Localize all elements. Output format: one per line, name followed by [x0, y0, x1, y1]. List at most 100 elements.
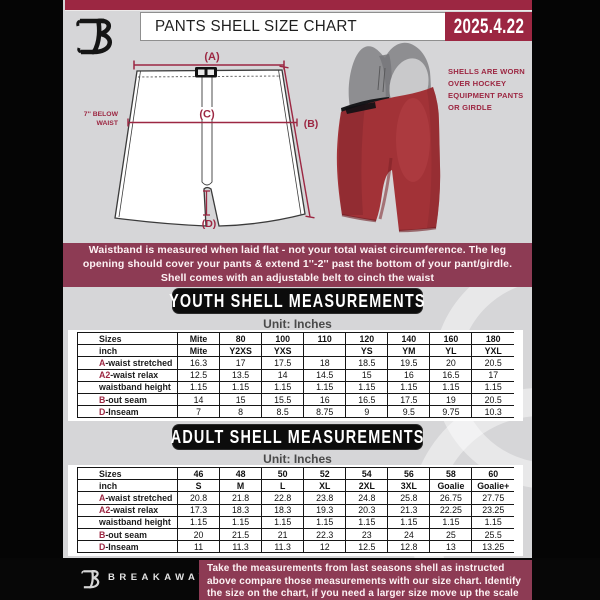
- measurement-cell: 1.15: [429, 515, 472, 529]
- row-label: A-waist stretched: [77, 356, 178, 370]
- brand-wordmark: BREAKAWAY: [108, 572, 210, 583]
- measurement-cell: 17: [471, 368, 514, 382]
- measurement-cell: 20.8: [176, 491, 220, 505]
- measurement-cell: 56: [387, 466, 430, 481]
- document-body: PANTS SHELL SIZE CHART 2025.4.22 (A): [63, 0, 532, 558]
- table-row: A2-waist relax 12.5 13.5 14 14.5 15 16 16.5 17: [77, 368, 514, 382]
- table-row: D-Inseam 7 8 8.5 8.75 9 9.5 9.75 10.3: [77, 405, 514, 419]
- measurement-cell: 1.15: [176, 515, 220, 529]
- measurement-cell: 19: [429, 392, 472, 407]
- measurement-cell: 21.8: [219, 491, 262, 505]
- measurement-cell: 8: [219, 405, 262, 419]
- measurement-cell: 8.5: [261, 405, 304, 419]
- table-row: waistband height 1.15 1.15 1.15 1.15 1.15 1.15…: [77, 515, 514, 529]
- measurement-cell: 54: [345, 466, 388, 481]
- measurement-cell: 8.75: [303, 405, 346, 419]
- page-title-box: PANTS SHELL SIZE CHART: [140, 12, 446, 41]
- measure-label-c: (C): [199, 109, 215, 121]
- footer-text: Take the measurements from last seasons …: [207, 563, 522, 599]
- measurement-cell: 1.15: [387, 515, 430, 529]
- table-row: waistband height 1.15 1.15 1.15 1.15 1.15 1.15…: [77, 380, 514, 394]
- measurement-cell: 100: [261, 331, 304, 346]
- measurement-cell: 24: [387, 527, 430, 542]
- row-label: D-Inseam: [77, 405, 178, 419]
- adult-table-panel: Sizes 46 48 50 52 54 56 58 60 inch S M L XL 2XL 3XL Goal…: [68, 465, 523, 557]
- measurement-cell: Mite: [176, 331, 220, 346]
- measurement-cell: XL: [303, 479, 346, 493]
- measurement-cell: YS: [345, 344, 388, 358]
- adult-section-title-box: ADULT SHELL MEASUREMENTS: [171, 425, 423, 449]
- measurement-cell: 17.5: [261, 356, 304, 370]
- breakaway-b-logo-icon: [76, 18, 112, 55]
- measurement-cell: 12.5: [176, 368, 220, 382]
- measurement-cell: 14.5: [303, 368, 346, 382]
- measurement-cell: 7: [176, 405, 220, 419]
- footer-instructions-box: Take the measurements from last seasons …: [199, 560, 532, 600]
- breakaway-footer-logo-icon: [81, 569, 100, 589]
- date-text: 2025.4.22: [453, 14, 524, 38]
- measurement-cell: 1.15: [387, 380, 430, 394]
- measurement-cell: 13.25: [471, 540, 514, 554]
- measurement-cell: 9.5: [387, 405, 430, 419]
- table-row: Sizes Mite 80 100 110 120 140 160 180: [77, 331, 514, 346]
- measurement-cell: 1.15: [471, 380, 514, 394]
- pants-measurement-diagram: (A) (C) 7'' BELOW WAIST (B) (D): [84, 51, 318, 230]
- measurement-cell: 11.3: [261, 540, 304, 554]
- measurement-cell: 1.15: [176, 380, 220, 394]
- measurement-cell: 19.5: [387, 356, 430, 370]
- footer-bar: BREAKAWAY Take the measurements from las…: [0, 558, 600, 600]
- measurement-cell: 20.5: [471, 392, 514, 407]
- measurement-cell: 16: [303, 392, 346, 407]
- table-row: inch S M L XL 2XL 3XL Goalie Goalie+: [77, 479, 514, 493]
- measurement-cell: 18.3: [219, 503, 262, 517]
- photo-caption: SHELLS ARE WORN OVER HOCKEY EQUIPMENT PA…: [448, 67, 525, 113]
- measurement-cell: 24.8: [345, 491, 388, 505]
- measurement-cell: YM: [387, 344, 430, 358]
- row-label: A-waist stretched: [77, 491, 178, 505]
- measurement-cell: 2XL: [345, 479, 388, 493]
- youth-measurements-table: Sizes Mite 80 100 110 120 140 160 180 inch Mite Y2X…: [77, 331, 514, 419]
- measurement-cell: 20: [176, 527, 220, 542]
- youth-section-title: YOUTH SHELL MEASUREMENTS: [169, 290, 426, 311]
- measurement-cell: 12.8: [387, 540, 430, 554]
- measurement-cell: 1.15: [345, 380, 388, 394]
- row-label: A2-waist relax: [77, 503, 178, 517]
- measurement-cell: 15: [345, 368, 388, 382]
- measurement-cell: 120: [345, 331, 388, 346]
- row-label: waistband height: [77, 380, 178, 394]
- measurement-cell: 180: [471, 331, 514, 346]
- measurement-cell: Mite: [176, 344, 220, 358]
- measurement-cell: 11.3: [219, 540, 262, 554]
- measurement-cell: 20.3: [345, 503, 388, 517]
- measurement-cell: 16.5: [429, 368, 472, 382]
- measurement-cell: 14: [176, 392, 220, 407]
- measurement-cell: 1.15: [429, 380, 472, 394]
- measurement-cell: 50: [261, 466, 304, 481]
- table-row: Sizes 46 48 50 52 54 56 58 60: [77, 466, 514, 481]
- measurement-cell: 25.5: [471, 527, 514, 542]
- measurement-cell: 19.3: [303, 503, 346, 517]
- measurement-cell: 13: [429, 540, 472, 554]
- table-row: B-out seam 20 21.5 21 22.3 23 24 25 25.5: [77, 527, 514, 542]
- row-label: B-out seam: [77, 527, 178, 542]
- measurement-cell: 160: [429, 331, 472, 346]
- measurement-cell: 27.75: [471, 491, 514, 505]
- measurement-cell: 60: [471, 466, 514, 481]
- measurement-cell: 16.3: [176, 356, 220, 370]
- measurement-cell: 140: [387, 331, 430, 346]
- measurement-cell: 11: [176, 540, 220, 554]
- measurement-cell: 15.5: [261, 392, 304, 407]
- measurement-cell: 1.15: [345, 515, 388, 529]
- measurement-cell: 1.15: [219, 380, 262, 394]
- measurement-cell: 20: [429, 356, 472, 370]
- measurement-cell: Goalie: [429, 479, 472, 493]
- measurement-cell: 18.3: [261, 503, 304, 517]
- measurement-cell: 16.5: [345, 392, 388, 407]
- measure-label-a: (A): [204, 51, 220, 63]
- measurement-cell: 25: [429, 527, 472, 542]
- measurement-cell: 1.15: [261, 515, 304, 529]
- measure-label-d: (D): [202, 218, 217, 230]
- measurement-cell: Y2XS: [219, 344, 262, 358]
- row-label: Sizes: [77, 466, 178, 481]
